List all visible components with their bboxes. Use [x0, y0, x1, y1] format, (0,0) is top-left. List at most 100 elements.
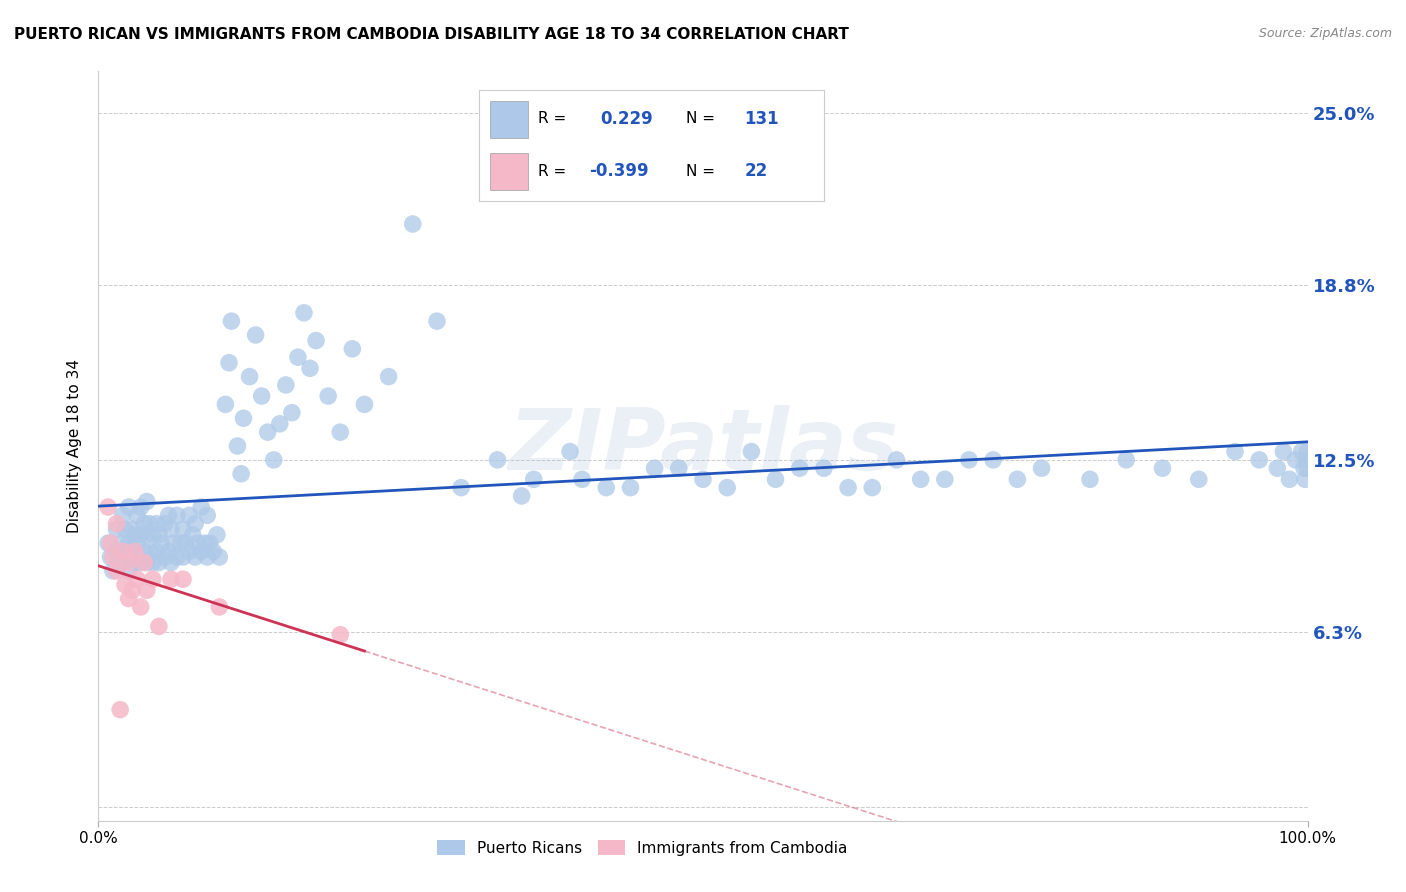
- Point: [111, 544, 134, 558]
- Point: [1078, 472, 1101, 486]
- Point: [97, 536, 120, 550]
- Point: [450, 481, 472, 495]
- Point: [142, 556, 165, 570]
- Point: [1152, 461, 1174, 475]
- Point: [232, 411, 254, 425]
- Point: [124, 556, 146, 570]
- Point: [957, 453, 980, 467]
- Point: [226, 439, 249, 453]
- Point: [101, 564, 124, 578]
- Point: [523, 472, 546, 486]
- Text: PUERTO RICAN VS IMMIGRANTS FROM CAMBODIA DISABILITY AGE 18 TO 34 CORRELATION CHA: PUERTO RICAN VS IMMIGRANTS FROM CAMBODIA…: [14, 27, 849, 42]
- Point: [114, 549, 136, 564]
- Point: [145, 544, 167, 558]
- Point: [195, 508, 218, 523]
- Point: [135, 583, 157, 598]
- Point: [1031, 461, 1053, 475]
- Point: [160, 522, 183, 536]
- Point: [101, 549, 124, 564]
- Point: [129, 528, 152, 542]
- Point: [329, 628, 352, 642]
- Point: [111, 508, 134, 523]
- Point: [100, 536, 122, 550]
- Point: [166, 549, 188, 564]
- Point: [138, 544, 160, 558]
- Point: [239, 369, 262, 384]
- Point: [100, 549, 122, 564]
- Point: [245, 328, 267, 343]
- Point: [187, 536, 209, 550]
- Point: [157, 544, 180, 558]
- Point: [184, 516, 207, 531]
- Point: [619, 481, 641, 495]
- Point: [114, 522, 136, 536]
- Point: [134, 516, 156, 531]
- Point: [486, 453, 509, 467]
- Point: [1267, 461, 1289, 475]
- Point: [148, 556, 170, 570]
- Point: [181, 528, 204, 542]
- Point: [160, 572, 183, 586]
- Point: [205, 528, 228, 542]
- Point: [195, 549, 218, 564]
- Point: [105, 522, 128, 536]
- Point: [105, 516, 128, 531]
- Point: [162, 536, 184, 550]
- Point: [1249, 453, 1271, 467]
- Point: [910, 472, 932, 486]
- Point: [124, 528, 146, 542]
- Point: [145, 516, 167, 531]
- Point: [208, 549, 231, 564]
- Point: [668, 461, 690, 475]
- Point: [97, 500, 120, 514]
- Legend: Puerto Ricans, Immigrants from Cambodia: Puerto Ricans, Immigrants from Cambodia: [432, 833, 853, 862]
- Text: Source: ZipAtlas.com: Source: ZipAtlas.com: [1258, 27, 1392, 40]
- Point: [716, 481, 738, 495]
- Point: [595, 481, 617, 495]
- Point: [316, 389, 339, 403]
- Point: [214, 397, 236, 411]
- Point: [1296, 444, 1319, 458]
- Point: [202, 544, 225, 558]
- Point: [118, 536, 141, 550]
- Point: [299, 361, 322, 376]
- Point: [1291, 444, 1313, 458]
- Point: [108, 556, 131, 570]
- Point: [190, 500, 212, 514]
- Point: [263, 453, 285, 467]
- Point: [229, 467, 252, 481]
- Point: [114, 578, 136, 592]
- Point: [179, 508, 201, 523]
- Point: [789, 461, 811, 475]
- Point: [886, 453, 908, 467]
- Point: [1115, 453, 1137, 467]
- Point: [105, 564, 128, 578]
- Point: [124, 544, 146, 558]
- Point: [172, 572, 194, 586]
- Point: [108, 703, 131, 717]
- Point: [135, 556, 157, 570]
- Point: [166, 508, 188, 523]
- Point: [377, 369, 399, 384]
- Point: [402, 217, 425, 231]
- Point: [934, 472, 956, 486]
- Point: [353, 397, 375, 411]
- Point: [740, 444, 762, 458]
- Point: [138, 516, 160, 531]
- Point: [765, 472, 787, 486]
- Point: [571, 472, 593, 486]
- Point: [121, 549, 143, 564]
- Point: [142, 528, 165, 542]
- Point: [1284, 453, 1306, 467]
- Point: [153, 549, 176, 564]
- Point: [157, 508, 180, 523]
- Point: [135, 494, 157, 508]
- Point: [250, 389, 273, 403]
- Point: [194, 536, 217, 550]
- Point: [129, 556, 152, 570]
- Point: [134, 544, 156, 558]
- Point: [305, 334, 328, 348]
- Point: [135, 528, 157, 542]
- Point: [118, 591, 141, 606]
- Point: [148, 619, 170, 633]
